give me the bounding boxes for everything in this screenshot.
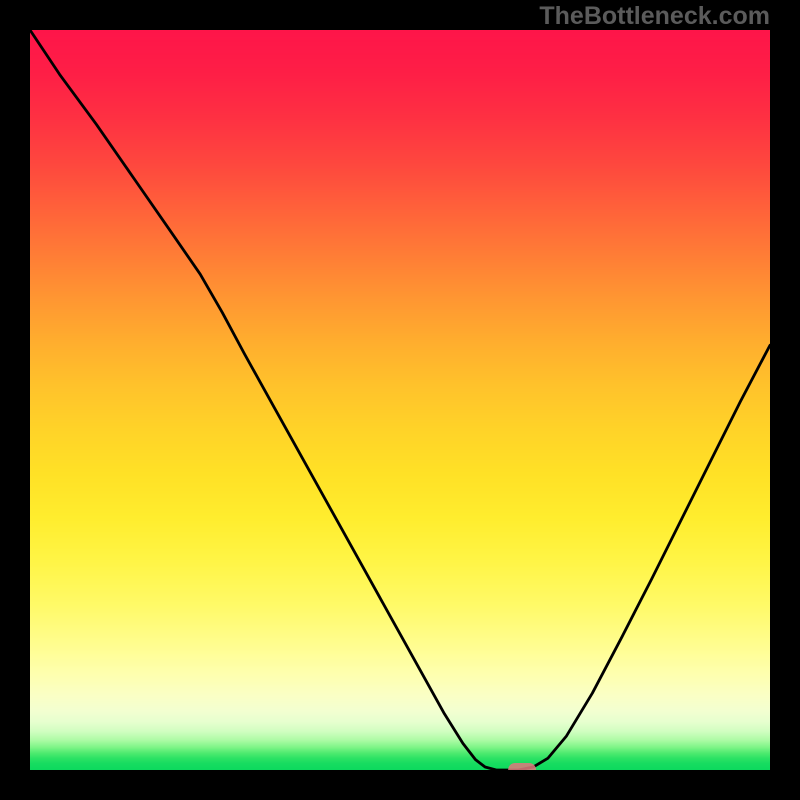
watermark-text: TheBottleneck.com xyxy=(539,2,770,31)
bottleneck-curve xyxy=(30,30,770,770)
curve-layer xyxy=(30,30,770,770)
chart-container: TheBottleneck.com xyxy=(0,0,800,800)
optimal-marker xyxy=(508,763,536,770)
plot-area xyxy=(30,30,770,770)
